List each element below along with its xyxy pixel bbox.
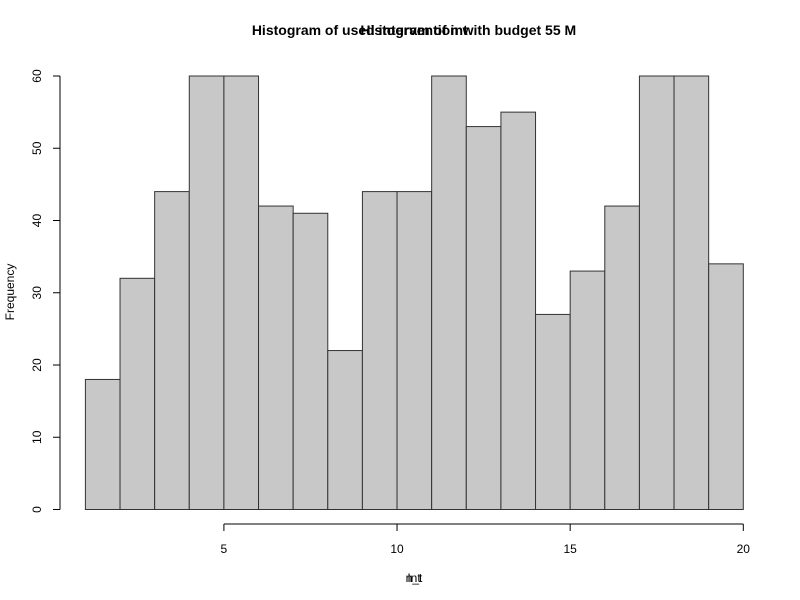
chart-title: Histogram of used intervention with budg… xyxy=(252,22,576,38)
x-tick-label: 20 xyxy=(737,542,751,556)
histogram-bar xyxy=(361,191,398,510)
chart-title-overlay: Histogram of int xyxy=(360,22,468,38)
histogram-bar xyxy=(569,270,606,511)
y-tick-label: 10 xyxy=(30,430,44,444)
histogram-bar xyxy=(708,263,744,510)
histogram-bar xyxy=(223,75,260,510)
x-axis-label: Int xyxy=(407,571,421,585)
histogram-bar xyxy=(154,191,190,510)
histogram-bar xyxy=(292,212,329,510)
histogram-bar xyxy=(258,205,294,511)
histogram-bar xyxy=(396,191,433,510)
y-tick-label: 0 xyxy=(30,506,44,513)
histogram-bar xyxy=(119,277,156,510)
histogram-bar xyxy=(84,378,121,511)
x-axis: 5 10 15 20 xyxy=(221,523,751,556)
y-tick-label: 50 xyxy=(30,141,44,155)
y-axis-label: Frequency xyxy=(3,264,17,321)
histogram-bar xyxy=(638,75,675,510)
histogram-bars xyxy=(84,75,744,511)
histogram-bar xyxy=(465,126,502,510)
y-tick-label: 60 xyxy=(30,69,44,83)
histogram-bar xyxy=(500,111,537,510)
x-tick-label: 5 xyxy=(221,542,228,556)
histogram-bar xyxy=(535,313,571,510)
histogram-bar xyxy=(327,350,363,510)
x-tick-label: 15 xyxy=(563,542,577,556)
histogram-bar xyxy=(431,75,467,510)
y-tick-label: 20 xyxy=(30,358,44,372)
histogram-bar xyxy=(188,75,225,510)
histogram-bar xyxy=(673,75,710,510)
x-tick-label: 10 xyxy=(390,542,404,556)
y-tick-label: 40 xyxy=(30,214,44,228)
y-tick-label: 30 xyxy=(30,286,44,300)
x-axis-label-overlay: n_t xyxy=(406,571,423,585)
histogram-bar xyxy=(604,205,640,511)
y-axis: 0 10 20 30 40 50 60 xyxy=(30,69,61,513)
